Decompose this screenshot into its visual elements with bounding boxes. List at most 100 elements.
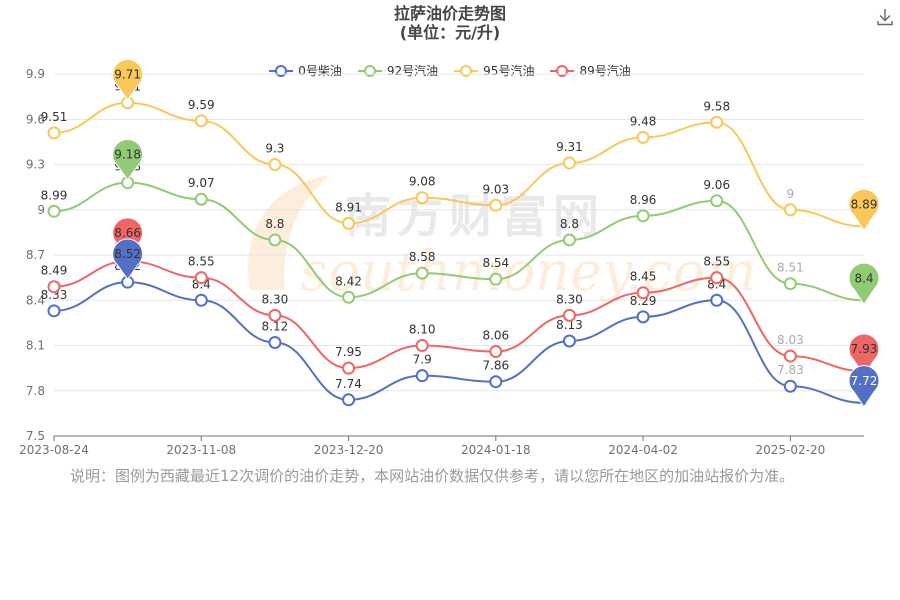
data-point <box>783 349 797 363</box>
data-point <box>47 304 61 318</box>
data-label: 8.29 <box>630 294 657 308</box>
data-point <box>783 277 797 291</box>
data-point <box>194 114 208 128</box>
legend-line-icon <box>550 64 575 78</box>
watermark-text: 南方财富网 <box>345 189 605 243</box>
data-label: 8.10 <box>409 323 436 337</box>
x-tick-label: 2025-02-20 <box>755 443 825 457</box>
data-label: 7.74 <box>335 377 362 391</box>
data-point <box>783 379 797 393</box>
y-tick-label: 7.5 <box>26 429 45 443</box>
data-point <box>636 310 650 324</box>
x-tick-label: 2024-01-18 <box>461 443 531 457</box>
y-tick-label: 8.7 <box>26 248 45 262</box>
data-label: 8.91 <box>335 200 362 214</box>
chart-title: 拉萨油价走势图 (单位：元/升) <box>0 4 900 42</box>
pin-shape <box>848 188 880 232</box>
data-point <box>342 361 356 375</box>
data-label: 9.59 <box>188 98 215 112</box>
data-point <box>47 280 61 294</box>
pin-label: 9.18 <box>114 148 141 162</box>
pin-marker: 8.4 <box>848 262 880 306</box>
watermark-subtext: southmoney.com <box>300 240 756 303</box>
data-label: 9.3 <box>265 142 284 156</box>
data-point <box>342 216 356 230</box>
data-label: 8.03 <box>777 333 804 347</box>
pin-label: 8.89 <box>851 197 878 211</box>
data-label: 9.03 <box>482 182 509 196</box>
data-point <box>489 375 503 389</box>
data-point <box>268 233 282 247</box>
data-point <box>342 393 356 407</box>
data-point <box>268 158 282 172</box>
pin-shape <box>848 262 880 306</box>
pin-shape <box>112 139 144 181</box>
data-point <box>47 204 61 218</box>
pin-label: 7.93 <box>851 342 878 356</box>
y-tick-label: 7.8 <box>26 384 45 398</box>
data-label: 8.30 <box>262 292 289 306</box>
data-label: 9.58 <box>703 99 730 113</box>
pin-label: 8.52 <box>114 247 141 261</box>
legend-line-icon <box>357 64 382 78</box>
data-point <box>636 286 650 300</box>
data-label: 8.30 <box>556 292 583 306</box>
data-label: 8.96 <box>630 193 657 207</box>
pin-marker: 7.72 <box>848 365 880 408</box>
data-point <box>268 336 282 350</box>
pin-marker: 8.66 <box>112 217 144 259</box>
data-point <box>489 272 503 286</box>
data-label: 8.51 <box>777 261 804 275</box>
data-label: 8.55 <box>703 255 730 269</box>
x-tick-label: 2023-11-08 <box>166 443 236 457</box>
data-point <box>710 194 724 208</box>
data-label: 8.12 <box>262 320 289 334</box>
data-point <box>47 126 61 140</box>
y-tick-label: 8.1 <box>26 339 45 353</box>
data-point <box>710 271 724 285</box>
data-point <box>415 339 429 353</box>
x-tick-label: 2023-12-20 <box>314 443 384 457</box>
data-point <box>194 271 208 285</box>
chart-title-line2: (单位：元/升) <box>399 23 501 42</box>
y-tick-label: 9.6 <box>26 112 45 126</box>
pin-label: 7.72 <box>851 374 878 388</box>
pin-label: 9.71 <box>114 68 141 82</box>
pin-marker: 7.93 <box>848 333 880 377</box>
y-tick-label: 9 <box>37 203 45 217</box>
data-label: 8.45 <box>630 270 657 284</box>
x-tick-label: 2024-04-02 <box>608 443 678 457</box>
pin-marker: 8.89 <box>848 188 880 232</box>
data-label: 7.95 <box>335 345 362 359</box>
data-point <box>562 233 576 247</box>
data-label: 8.99 <box>41 188 68 202</box>
pin-shape <box>112 59 144 101</box>
data-point <box>636 209 650 223</box>
data-point <box>415 266 429 280</box>
data-point <box>562 308 576 322</box>
pin-marker: 9.18 <box>112 139 144 181</box>
data-point <box>710 115 724 129</box>
data-label: 7.83 <box>777 363 804 377</box>
data-point <box>489 198 503 212</box>
data-point <box>489 345 503 359</box>
x-tick-label: 2023-08-24 <box>19 443 89 457</box>
legend-line-icon <box>454 64 479 78</box>
data-label: 8.33 <box>41 288 68 302</box>
download-icon[interactable] <box>874 6 896 28</box>
y-tick-label: 9.9 <box>26 67 45 81</box>
data-label: 8.54 <box>482 256 509 270</box>
pin-shape <box>848 333 880 377</box>
data-label: 8.58 <box>409 250 436 264</box>
data-label: 9.07 <box>188 176 215 190</box>
data-label: 7.86 <box>482 359 509 373</box>
data-label: 9.51 <box>41 110 68 124</box>
data-point <box>415 369 429 383</box>
data-label: 8.55 <box>188 255 215 269</box>
data-point <box>783 203 797 217</box>
data-point <box>342 290 356 304</box>
data-point <box>415 191 429 205</box>
watermark-swoosh <box>248 175 330 290</box>
legend-line-icon <box>269 64 294 78</box>
